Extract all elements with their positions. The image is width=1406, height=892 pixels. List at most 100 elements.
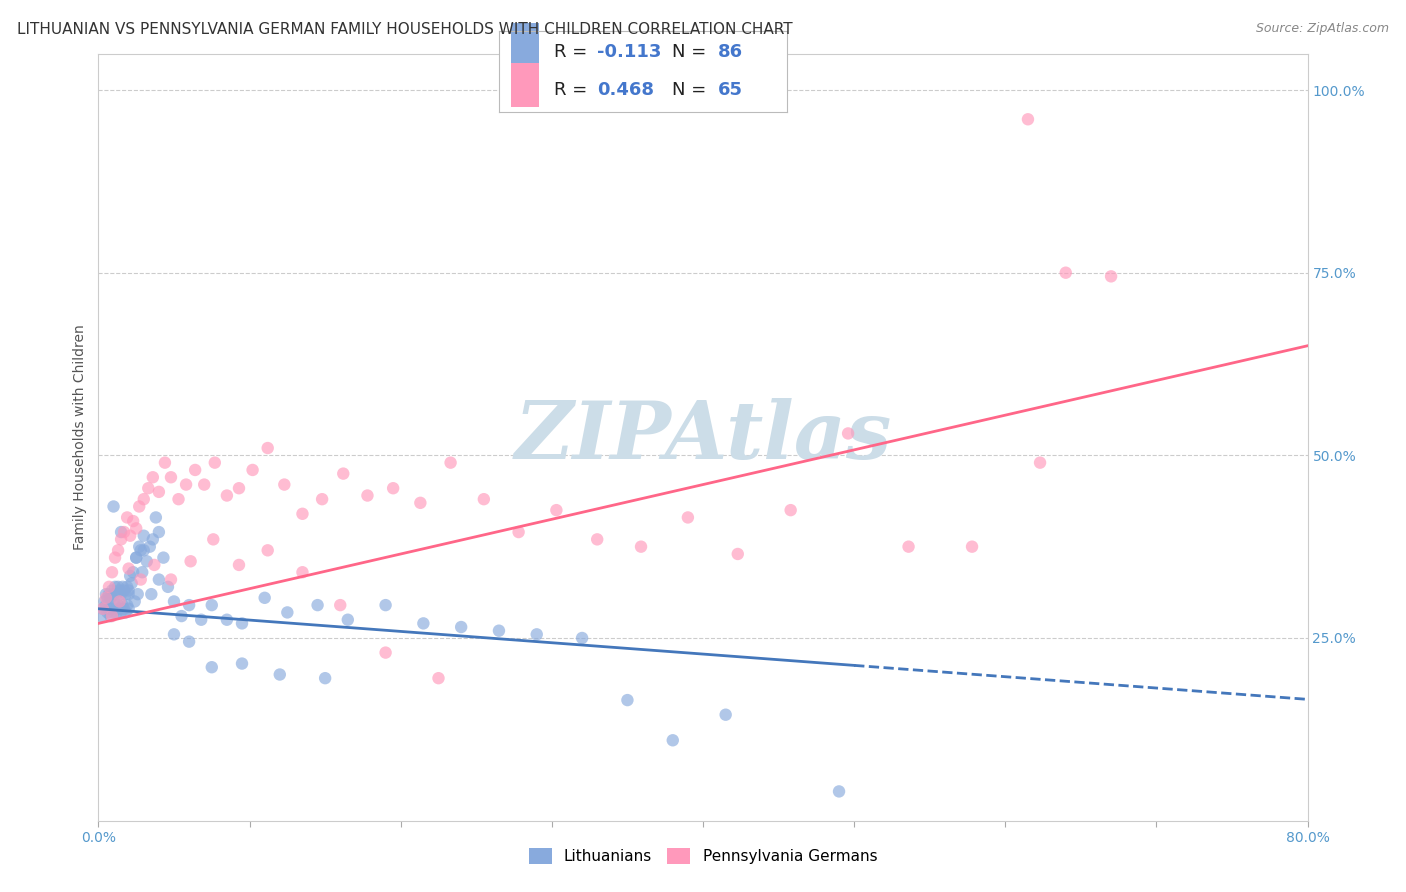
Point [125,550,148,565]
Point [94,598,117,612]
Point [450,620,472,634]
Point [131,566,153,580]
Point [110,587,132,601]
Point [546,503,568,517]
Text: 0.468: 0.468 [598,81,654,99]
Point [382,481,405,495]
Point [179,634,201,648]
Point [128,540,150,554]
Point [960,540,983,554]
Text: Source: ZipAtlas.com: Source: ZipAtlas.com [1256,22,1389,36]
Point [714,707,737,722]
Point [837,426,859,441]
Point [204,456,226,470]
Point [1099,269,1122,284]
Point [100,609,122,624]
Text: N =: N = [672,43,711,61]
Text: R =: R = [554,81,593,99]
Point [356,489,378,503]
Point [179,598,201,612]
Point [409,496,432,510]
Point [127,587,149,601]
Point [242,463,264,477]
Point [256,441,278,455]
Point [163,627,186,641]
Point [630,540,652,554]
Point [661,733,683,747]
Point [897,540,920,554]
Point [307,598,329,612]
Point [616,693,638,707]
Point [160,470,183,484]
Point [101,601,124,615]
Point [125,550,148,565]
Point [273,477,295,491]
Point [779,503,801,517]
Point [170,609,193,624]
Point [114,587,136,601]
Point [104,580,127,594]
Point [314,671,336,685]
Point [108,601,131,615]
Point [201,660,224,674]
Point [184,463,207,477]
Point [103,606,125,620]
Point [98,601,121,615]
Point [101,609,124,624]
Point [143,558,166,572]
Point [571,631,593,645]
Point [90,609,112,624]
Point [1029,456,1052,470]
Point [128,500,150,514]
Point [586,533,609,547]
Point [101,566,124,580]
Point [526,627,548,641]
Point [174,477,197,491]
Point [508,524,530,539]
Point [98,587,121,601]
Point [180,554,202,568]
Point [115,580,138,594]
Point [103,500,125,514]
Point [142,470,165,484]
Point [163,594,186,608]
Point [108,594,131,608]
Point [145,510,167,524]
Point [107,598,129,612]
Point [112,524,135,539]
Point [94,587,117,601]
Point [110,524,132,539]
Point [115,598,138,612]
Point [256,543,278,558]
Point [118,587,141,601]
Point [142,533,165,547]
Point [215,613,238,627]
Text: R =: R = [554,43,593,61]
Point [427,671,450,685]
Point [253,591,276,605]
Point [167,492,190,507]
Point [103,587,125,601]
Legend: Lithuanians, Pennsylvania Germans: Lithuanians, Pennsylvania Germans [523,842,883,871]
Point [332,467,354,481]
Point [129,573,152,587]
Point [311,492,333,507]
Bar [510,23,540,68]
Point [228,481,250,495]
Point [108,583,131,598]
Text: LITHUANIAN VS PENNSYLVANIA GERMAN FAMILY HOUSEHOLDS WITH CHILDREN CORRELATION CH: LITHUANIAN VS PENNSYLVANIA GERMAN FAMILY… [17,22,793,37]
Text: -0.113: -0.113 [598,43,661,61]
Point [148,573,170,587]
Point [132,492,155,507]
Point [101,583,124,598]
Point [488,624,510,638]
Point [135,554,157,568]
Point [115,510,138,524]
Point [828,784,851,798]
Point [472,492,495,507]
Point [104,598,127,612]
Point [110,606,132,620]
Point [190,613,212,627]
Point [153,456,176,470]
Point [96,606,118,620]
